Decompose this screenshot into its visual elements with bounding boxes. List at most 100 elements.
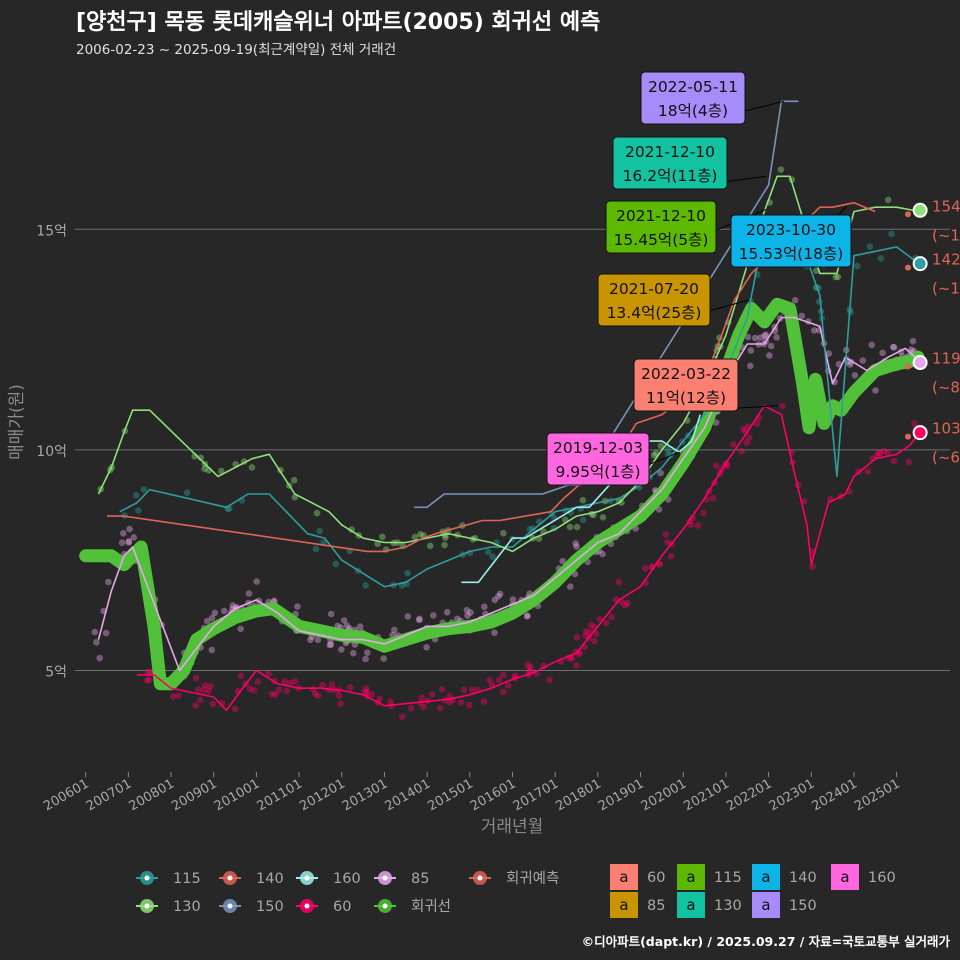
scatter-point-130 (442, 534, 449, 541)
scatter-point-85 (879, 349, 886, 357)
scatter-point-60 (743, 439, 751, 447)
scatter-point-85 (416, 615, 423, 623)
annotation-box (612, 136, 728, 190)
annotation-date: 2021-12-10 (625, 143, 715, 161)
annotation-price: 16.2억(11층) (623, 167, 718, 185)
x-tick-200801: 200801 (127, 776, 177, 814)
scatter-point-115 (312, 545, 320, 553)
annotation-date: 2022-05-11 (648, 78, 738, 96)
chart-caption: ©디아파트(dapt.kr) / 2025.09.27 / 자료=국토교통부 실… (582, 934, 951, 949)
scatter-point-130 (566, 523, 574, 531)
legend-line-key-회귀선: 회귀선 (374, 898, 451, 915)
scatter-point-85 (908, 346, 915, 353)
prediction-point (904, 211, 911, 218)
scatter-point-130 (313, 509, 321, 517)
x-tick-202101: 202101 (681, 776, 731, 814)
scatter-point-60 (254, 678, 262, 686)
legend-line-key-85: 85 (374, 871, 429, 887)
scatter-point-130 (618, 499, 625, 506)
max-price-annotations: 2022-05-1118억(4층)2021-12-1016.2억(11층)202… (546, 71, 852, 486)
scatter-point-85 (350, 649, 357, 657)
scatter-point-115 (866, 243, 874, 250)
scatter-point-115 (877, 255, 885, 262)
scatter-point-60 (283, 687, 290, 695)
scatter-point-130 (650, 452, 658, 459)
regression-predictions: 154,333 (~130㎡) 142,250 (~115㎡) 119,771 (~85㎡… (904, 197, 960, 467)
scatter-point-60 (268, 690, 276, 698)
annotation-130: 2021-12-10 16.2억(11층) (612, 136, 767, 190)
scatter-point-60 (311, 690, 319, 697)
legend-line-center (144, 875, 150, 881)
scatter-point-85 (599, 550, 606, 558)
legend-line-center (144, 903, 150, 909)
scatter-point-60 (573, 662, 580, 669)
legend-label-key-60: a 60 (610, 864, 665, 890)
scatter-point-60 (582, 628, 590, 635)
scatter-point-60 (362, 685, 370, 692)
scatter-point-60 (753, 420, 761, 428)
scatter-point-60 (291, 677, 299, 685)
annotation-price: 15.45억(5층) (614, 231, 709, 249)
x-tick-202301: 202301 (767, 776, 817, 814)
scatter-point-85 (798, 312, 806, 320)
scatter-point-60 (700, 509, 707, 517)
scatter-point-130 (441, 541, 448, 549)
scatter-point-85 (767, 342, 775, 350)
annotation-box (730, 214, 852, 268)
scatter-point-60 (207, 682, 214, 690)
scatter-point-60 (169, 693, 177, 700)
scatter-point-60 (746, 434, 753, 441)
scatter-point-60 (275, 686, 283, 693)
scatter-point-85 (326, 641, 334, 649)
scatter-point-85 (380, 655, 388, 662)
legend-line-center (304, 903, 310, 909)
endpoint-markers (912, 202, 928, 441)
scatter-point-85 (889, 343, 897, 351)
endpoint-marker-60 (912, 425, 928, 441)
scatter-point-85 (327, 641, 335, 648)
endpoint-marker-115 (912, 256, 928, 272)
legend-line-center (382, 903, 388, 909)
scatter-point-130 (884, 196, 892, 204)
scatter-point-60 (209, 700, 217, 708)
legend-label-swatch (610, 864, 638, 890)
scatter-point-60 (143, 677, 151, 684)
legend-line-key-150: 150 (219, 899, 284, 915)
scatter-point-85 (96, 654, 103, 662)
scatter-point-60 (337, 700, 345, 707)
scatter-point-85 (890, 344, 898, 351)
series-line-130 (97, 175, 921, 553)
scatter-point-60 (880, 447, 888, 455)
x-tick-200601: 200601 (41, 776, 91, 814)
x-axis-title: 거래년월 (481, 817, 544, 837)
scatter-point-85 (430, 612, 437, 619)
annotation-date: 2021-07-20 (609, 280, 699, 298)
scatter-point-85 (762, 331, 770, 339)
scatter-point-60 (446, 698, 454, 706)
scatter-point-60 (664, 539, 671, 546)
scatter-point-115 (489, 553, 497, 560)
scatter-point-85 (237, 625, 244, 633)
annotation-box (605, 200, 717, 254)
legend-line-center (304, 875, 310, 881)
scatter-point-60 (591, 637, 598, 645)
scatter-point-60 (368, 691, 376, 698)
scatter-point-85 (481, 603, 488, 611)
x-tick-201301: 201301 (340, 776, 390, 814)
scatter-point-60 (469, 686, 476, 694)
scatter-point-60 (524, 661, 532, 669)
annotation-price: 9.95억(1층) (556, 463, 641, 481)
legend-line-key-160: 160 (296, 871, 361, 887)
scatter-point-85 (343, 622, 351, 629)
scatter-point-130 (218, 467, 225, 475)
legend-lines: 115 140 160 85 회귀예측 130 150 60 회귀선 (136, 870, 559, 915)
scatter-point-115 (332, 560, 340, 568)
scatter-point-130 (832, 273, 840, 281)
scatter-point-60 (250, 687, 258, 694)
scatter-point-60 (582, 632, 589, 640)
scatter-point-60 (192, 674, 200, 682)
scatter-point-85 (125, 538, 133, 545)
scatter-point-85 (229, 605, 236, 613)
